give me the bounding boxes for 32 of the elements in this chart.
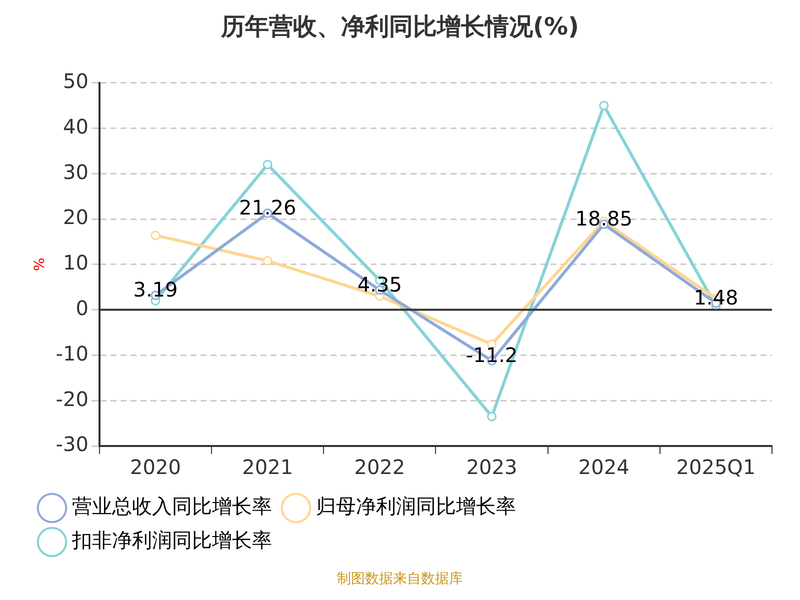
data-label: -11.2	[466, 342, 518, 367]
data-label: 1.48	[694, 285, 738, 310]
y-tick-label: -20	[56, 386, 88, 411]
x-tick-label: 2021	[242, 455, 294, 480]
point	[262, 160, 272, 170]
y-tick-label: -10	[56, 341, 88, 366]
text: 制图数据来自数据库	[336, 570, 464, 588]
x-tick-label: 2020	[130, 455, 181, 480]
legend-label: 扣非净利润同比增长率	[71, 528, 272, 552]
x-tick-label: 2025Q1	[676, 455, 756, 480]
y-tick-label: 20	[63, 205, 88, 230]
data-label: 21.26	[238, 195, 296, 220]
y-tick-label: 0	[76, 296, 88, 320]
x-tick-label: 2022	[354, 455, 406, 480]
y-tick-label: 30	[63, 160, 88, 184]
y-axis-title: %	[32, 258, 48, 272]
point	[262, 256, 272, 266]
chart-title: 历年营收、净利同比增长情况(%)	[220, 12, 579, 41]
y-tick-label: 50	[63, 69, 88, 94]
y-tick-label: -30	[56, 432, 88, 456]
y-tick-label: 10	[63, 250, 88, 275]
point	[599, 100, 609, 110]
data-label: 3.19	[133, 278, 178, 302]
y-tick-label: 40	[63, 114, 88, 138]
legend-label: 归母净利润同比增长率	[316, 494, 516, 518]
x-tick-label: 2023	[466, 455, 518, 480]
point	[487, 412, 497, 422]
data-label: 18.85	[575, 206, 632, 230]
point	[150, 230, 160, 240]
x-tick-label: 2024	[578, 455, 630, 480]
data-label: 4.35	[357, 272, 402, 296]
legend-label: 营业总收入同比增长率	[72, 494, 272, 518]
